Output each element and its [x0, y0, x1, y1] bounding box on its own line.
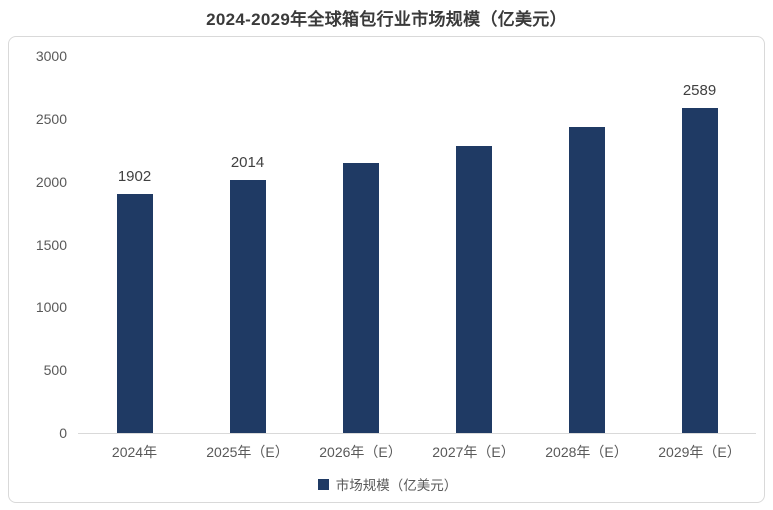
bar-2028年（E）	[568, 127, 605, 433]
bar-2029年（E）	[681, 107, 718, 433]
y-axis-tick-label: 0	[59, 425, 67, 441]
y-axis-tick-label: 2000	[35, 173, 67, 190]
legend-label: 市场规模（亿美元）	[335, 478, 458, 493]
plot-area: 0 500 1000 1500 2000 2500 3000 1902 2014 2589 20…	[9, 37, 766, 504]
x-axis-label: 2029年（E）	[658, 444, 741, 460]
y-axis-tick-label: 1500	[35, 236, 67, 253]
y-axis-tick-label: 1000	[35, 299, 67, 316]
y-axis-tick-label: 500	[43, 362, 67, 379]
chart-card: 0 500 1000 1500 2000 2500 3000 1902 2014 2589 20…	[8, 36, 765, 503]
bar-2025年（E）	[229, 179, 266, 433]
bar-value-label: 2589	[682, 81, 717, 99]
bar-2026年（E）	[342, 163, 379, 433]
y-axis-tick-label: 2500	[35, 110, 67, 127]
legend: 市场规模（亿美元）	[9, 474, 766, 494]
legend-swatch-icon	[317, 478, 329, 490]
bar-2027年（E）	[455, 145, 492, 433]
bar-value-label: 2014	[230, 153, 265, 171]
bar-2024年	[116, 193, 153, 433]
y-axis-tick-label: 3000	[35, 48, 67, 64]
x-axis-line	[78, 433, 756, 434]
x-axis-label: 2026年（E）	[319, 444, 402, 460]
x-axis-label: 2028年（E）	[545, 444, 628, 460]
chart-title: 2024-2029年全球箱包行业市场规模（亿美元）	[206, 10, 567, 29]
x-axis-label: 2024年	[111, 444, 158, 460]
x-axis-label: 2025年（E）	[206, 444, 289, 460]
bar-value-label: 1902	[117, 167, 152, 185]
x-axis-label: 2027年（E）	[432, 444, 515, 460]
